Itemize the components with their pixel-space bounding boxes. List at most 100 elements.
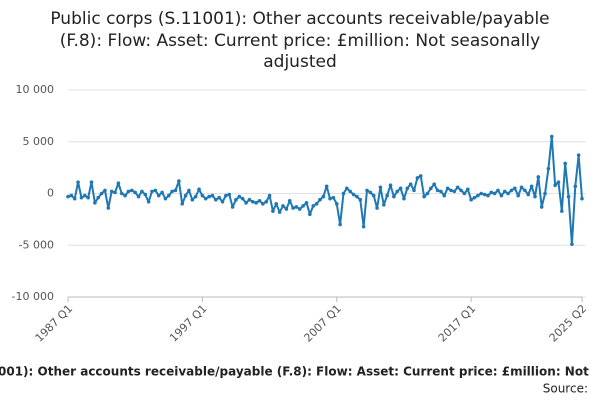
data-point bbox=[560, 209, 564, 213]
data-point bbox=[193, 194, 198, 199]
data-point bbox=[355, 194, 359, 199]
data-point bbox=[220, 199, 225, 204]
data-point bbox=[250, 199, 255, 204]
data-point bbox=[358, 197, 363, 202]
source: Source: bbox=[543, 382, 588, 396]
data-point bbox=[86, 195, 90, 200]
data-point bbox=[281, 204, 285, 208]
x-tick-label: 1997 Q1 bbox=[167, 302, 210, 345]
data-point bbox=[516, 193, 520, 198]
data-point bbox=[318, 197, 322, 202]
data-point bbox=[529, 184, 534, 189]
data-point bbox=[570, 242, 574, 247]
data-point bbox=[385, 193, 389, 198]
data-point bbox=[459, 188, 463, 193]
data-point bbox=[183, 193, 188, 198]
data-point bbox=[314, 202, 319, 206]
data-point bbox=[294, 205, 299, 209]
data-point bbox=[93, 201, 97, 205]
data-point bbox=[308, 212, 312, 216]
data-point bbox=[576, 153, 581, 158]
data-point bbox=[328, 196, 332, 201]
data-point bbox=[277, 210, 282, 214]
data-point bbox=[82, 193, 87, 198]
data-point bbox=[217, 195, 221, 200]
data-point bbox=[462, 191, 467, 196]
data-point bbox=[96, 195, 101, 200]
data-point bbox=[207, 194, 211, 199]
data-point bbox=[469, 197, 473, 202]
data-point bbox=[234, 197, 238, 202]
data-point bbox=[351, 192, 356, 197]
data-point bbox=[418, 174, 423, 178]
data-point bbox=[465, 187, 470, 192]
x-tick-label: 2007 Q1 bbox=[301, 302, 344, 345]
data-point bbox=[113, 190, 117, 195]
data-point bbox=[549, 134, 554, 139]
data-point bbox=[408, 182, 413, 186]
data-point bbox=[536, 175, 541, 179]
data-point bbox=[153, 188, 158, 193]
data-point bbox=[230, 205, 235, 209]
data-point bbox=[334, 202, 339, 206]
data-point bbox=[133, 190, 137, 195]
data-point bbox=[116, 181, 121, 185]
data-point bbox=[150, 189, 154, 194]
data-point bbox=[345, 186, 349, 191]
data-point bbox=[89, 180, 94, 184]
chart-title: (F.8): Flow: Asset: Current price: £mill… bbox=[60, 31, 540, 51]
data-point bbox=[257, 198, 262, 203]
data-point bbox=[442, 193, 447, 198]
data-point bbox=[119, 191, 124, 196]
data-point bbox=[489, 190, 494, 195]
chart-title: Public corps (S.11001): Other accounts r… bbox=[50, 9, 549, 29]
data-point bbox=[509, 188, 514, 193]
data-point bbox=[486, 193, 490, 198]
data-point bbox=[224, 193, 228, 198]
data-point bbox=[79, 195, 84, 200]
data-point bbox=[160, 190, 164, 195]
data-point bbox=[130, 188, 134, 193]
data-point bbox=[472, 195, 477, 200]
data-point bbox=[331, 195, 336, 200]
footer-title: 001): Other accounts receivable/payable … bbox=[0, 365, 589, 379]
data-point bbox=[543, 191, 547, 196]
data-point bbox=[371, 193, 376, 198]
data-point bbox=[180, 202, 185, 206]
data-point bbox=[482, 192, 487, 197]
data-point bbox=[267, 193, 272, 198]
data-point bbox=[103, 188, 107, 193]
y-tick-label: -10 000 bbox=[12, 290, 54, 303]
data-point bbox=[123, 193, 127, 198]
data-point bbox=[553, 183, 557, 188]
data-point bbox=[156, 193, 161, 198]
data-point bbox=[271, 209, 275, 213]
data-point bbox=[301, 204, 305, 208]
data-point bbox=[476, 193, 480, 198]
data-point bbox=[452, 189, 457, 194]
data-point bbox=[519, 185, 524, 190]
data-point bbox=[405, 186, 410, 191]
data-point bbox=[533, 194, 537, 199]
data-point bbox=[72, 196, 77, 201]
data-point bbox=[284, 207, 289, 211]
data-point bbox=[214, 197, 218, 202]
data-point bbox=[166, 193, 171, 198]
data-point bbox=[526, 192, 531, 197]
data-point bbox=[425, 191, 430, 196]
data-point bbox=[415, 176, 420, 180]
data-point bbox=[261, 202, 265, 206]
x-tick-label: 2025 Q2 bbox=[547, 302, 590, 345]
data-point bbox=[190, 197, 195, 202]
data-point bbox=[109, 189, 114, 194]
data-point bbox=[338, 222, 342, 227]
data-point bbox=[506, 191, 510, 196]
y-tick-label: 0 bbox=[47, 187, 54, 200]
data-point bbox=[556, 180, 561, 184]
data-point bbox=[227, 192, 232, 197]
data-point bbox=[435, 188, 440, 193]
x-tick-label: 1987 Q1 bbox=[33, 302, 76, 345]
data-point bbox=[126, 189, 131, 194]
